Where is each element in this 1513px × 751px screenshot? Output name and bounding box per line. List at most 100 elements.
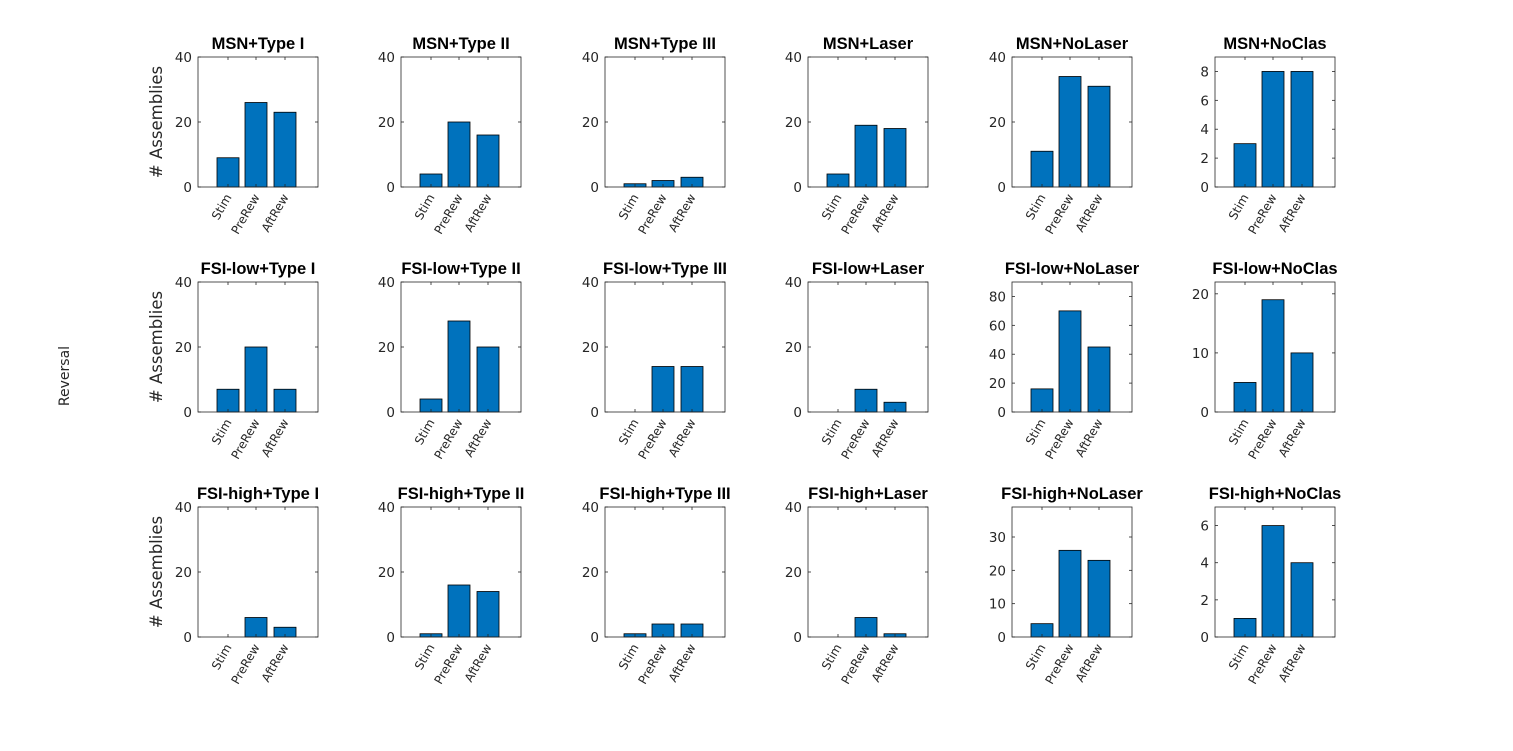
bar-prerew xyxy=(854,124,878,188)
x-tick-label: Stim xyxy=(616,642,642,673)
y-tick-label: 8 xyxy=(1200,64,1209,80)
y-tick-label: 2 xyxy=(1200,593,1209,609)
x-tick-label: Stim xyxy=(209,642,235,673)
x-tick-label: AftRew xyxy=(666,641,699,684)
y-tick-label: 10 xyxy=(1192,346,1209,362)
bar-prerew xyxy=(447,320,471,413)
bar-aftrew xyxy=(273,388,297,413)
subplot-title: FSI-high+Type II xyxy=(398,485,525,503)
x-tick-label: AftRew xyxy=(1276,191,1309,234)
y-tick-label: 40 xyxy=(175,275,192,291)
axes-box xyxy=(1011,506,1133,638)
y-tick-label: 0 xyxy=(183,630,192,646)
y-tick-label: 20 xyxy=(582,340,599,356)
y-tick-label: 0 xyxy=(386,180,395,196)
x-tick-label: Stim xyxy=(1226,192,1252,223)
y-tick-label: 0 xyxy=(590,180,599,196)
y-tick-label: 0 xyxy=(183,180,192,196)
x-tick-label: Stim xyxy=(819,417,845,448)
y-tick-label: 0 xyxy=(793,405,802,421)
y-tick-label: 20 xyxy=(785,340,802,356)
y-axis-label: # Assemblies xyxy=(147,66,166,178)
x-tick-label: Stim xyxy=(412,642,438,673)
y-tick-label: 40 xyxy=(989,347,1006,363)
subplot-title: MSN+Type III xyxy=(614,35,716,53)
x-tick-label: Stim xyxy=(412,192,438,223)
bar-prerew xyxy=(447,121,471,188)
axes-box xyxy=(1214,281,1336,413)
y-tick-label: 30 xyxy=(989,530,1006,546)
y-tick-label: 20 xyxy=(175,340,192,356)
subplot-title: MSN+NoClas xyxy=(1223,35,1326,53)
bar-prerew xyxy=(651,366,675,413)
y-tick-label: 20 xyxy=(785,565,802,581)
y-tick-label: 0 xyxy=(1200,630,1209,646)
subplot-title: MSN+Laser xyxy=(823,35,914,53)
y-tick-label: 40 xyxy=(378,275,395,291)
x-tick-label: Stim xyxy=(819,192,845,223)
axes-box xyxy=(604,56,726,188)
y-axis-label: # Assemblies xyxy=(147,291,166,403)
y-tick-label: 0 xyxy=(1200,405,1209,421)
y-tick-label: 20 xyxy=(378,565,395,581)
x-tick-label: Stim xyxy=(819,642,845,673)
y-tick-label: 40 xyxy=(378,50,395,66)
y-tick-label: 20 xyxy=(989,563,1006,579)
y-tick-label: 0 xyxy=(386,405,395,421)
subplot-title: FSI-low+Laser xyxy=(812,260,925,278)
y-tick-label: 40 xyxy=(582,275,599,291)
x-tick-label: Stim xyxy=(1023,417,1049,448)
bar-aftrew xyxy=(1087,85,1111,188)
bar-prerew xyxy=(1261,299,1285,413)
axes-box xyxy=(1214,56,1336,188)
y-tick-label: 0 xyxy=(997,405,1006,421)
bar-prerew xyxy=(1261,71,1285,188)
y-tick-label: 20 xyxy=(378,340,395,356)
y-tick-label: 0 xyxy=(997,630,1006,646)
bar-prerew xyxy=(1058,310,1082,413)
bar-stim xyxy=(1233,382,1257,413)
y-tick-label: 0 xyxy=(386,630,395,646)
bar-stim xyxy=(216,157,240,188)
y-tick-label: 40 xyxy=(582,50,599,66)
y-tick-label: 0 xyxy=(1200,180,1209,196)
x-tick-label: Stim xyxy=(412,417,438,448)
y-tick-label: 40 xyxy=(175,500,192,516)
x-tick-label: Stim xyxy=(1226,417,1252,448)
subplot-title: FSI-high+NoClas xyxy=(1209,485,1341,503)
subplot-title: MSN+Type II xyxy=(412,35,509,53)
axes-box xyxy=(1011,281,1133,413)
y-tick-label: 40 xyxy=(378,500,395,516)
y-tick-label: 4 xyxy=(1200,556,1209,572)
x-tick-label: Stim xyxy=(616,192,642,223)
x-tick-label: AftRew xyxy=(1073,191,1106,234)
y-tick-label: 40 xyxy=(582,500,599,516)
x-tick-label: AftRew xyxy=(1276,416,1309,459)
x-tick-label: Stim xyxy=(1023,192,1049,223)
y-axis-label: # Assemblies xyxy=(147,516,166,628)
subplot-title: MSN+Type I xyxy=(212,35,305,53)
x-tick-label: AftRew xyxy=(869,416,902,459)
y-tick-label: 20 xyxy=(175,115,192,131)
x-tick-label: Stim xyxy=(1023,642,1049,673)
bar-aftrew xyxy=(273,111,297,188)
bar-prerew xyxy=(1058,76,1082,188)
bar-prerew xyxy=(244,102,268,188)
axes-box xyxy=(1214,506,1336,638)
bar-aftrew xyxy=(1087,346,1111,413)
bar-stim xyxy=(1030,150,1054,188)
x-tick-label: AftRew xyxy=(259,191,292,234)
y-tick-label: 0 xyxy=(793,180,802,196)
y-tick-label: 40 xyxy=(175,50,192,66)
